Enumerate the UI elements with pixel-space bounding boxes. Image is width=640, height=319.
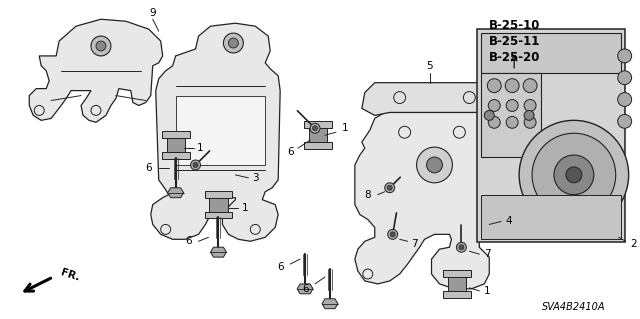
Text: 9: 9 xyxy=(149,8,156,18)
Text: B-25-20: B-25-20 xyxy=(489,51,541,64)
Text: 3: 3 xyxy=(252,173,259,183)
Circle shape xyxy=(618,93,632,107)
Circle shape xyxy=(223,33,243,53)
Circle shape xyxy=(426,157,442,173)
Bar xyxy=(166,138,185,152)
Circle shape xyxy=(191,160,200,170)
Circle shape xyxy=(96,41,106,51)
Circle shape xyxy=(417,147,452,183)
Bar xyxy=(477,29,625,242)
Bar xyxy=(444,291,471,298)
Circle shape xyxy=(566,167,582,183)
Text: 4: 4 xyxy=(506,217,513,226)
Text: 8: 8 xyxy=(364,190,371,200)
Circle shape xyxy=(505,79,519,93)
Circle shape xyxy=(390,232,395,237)
Polygon shape xyxy=(362,83,509,115)
Text: 1: 1 xyxy=(484,286,491,296)
Bar xyxy=(205,211,232,219)
Polygon shape xyxy=(29,19,163,122)
Bar xyxy=(205,191,232,198)
Circle shape xyxy=(519,120,628,229)
Circle shape xyxy=(618,115,632,128)
Polygon shape xyxy=(168,188,184,198)
Text: 6: 6 xyxy=(301,284,308,294)
Text: 7: 7 xyxy=(484,249,491,259)
Bar xyxy=(481,195,621,239)
Circle shape xyxy=(532,133,616,217)
Circle shape xyxy=(388,229,397,239)
Circle shape xyxy=(488,116,500,128)
Polygon shape xyxy=(151,23,280,241)
Text: 6: 6 xyxy=(145,163,152,173)
Polygon shape xyxy=(297,284,313,294)
Circle shape xyxy=(506,116,518,128)
Text: 2: 2 xyxy=(630,239,637,249)
Text: 1: 1 xyxy=(342,123,348,133)
Polygon shape xyxy=(211,247,227,257)
Text: 5: 5 xyxy=(426,61,433,71)
Circle shape xyxy=(506,100,518,111)
Circle shape xyxy=(523,79,537,93)
Circle shape xyxy=(487,79,501,93)
Text: B-25-10: B-25-10 xyxy=(489,19,541,32)
Text: 7: 7 xyxy=(412,239,418,249)
Text: SVA4B2410A: SVA4B2410A xyxy=(542,302,605,312)
Text: 6: 6 xyxy=(185,236,192,246)
Circle shape xyxy=(484,110,494,120)
Bar xyxy=(209,198,227,211)
Circle shape xyxy=(228,38,238,48)
Circle shape xyxy=(554,155,594,195)
Circle shape xyxy=(618,71,632,85)
Text: B-25-11: B-25-11 xyxy=(489,35,541,48)
Text: FR.: FR. xyxy=(59,267,81,283)
Bar xyxy=(304,121,332,128)
Circle shape xyxy=(488,100,500,111)
Bar xyxy=(444,270,471,277)
Bar xyxy=(481,33,621,73)
Bar xyxy=(304,142,332,149)
Circle shape xyxy=(524,116,536,128)
Bar xyxy=(309,128,327,142)
Circle shape xyxy=(524,100,536,111)
Circle shape xyxy=(310,123,320,133)
Circle shape xyxy=(456,242,467,252)
Circle shape xyxy=(387,185,392,190)
Circle shape xyxy=(618,49,632,63)
Bar xyxy=(162,152,189,159)
Circle shape xyxy=(91,36,111,56)
Circle shape xyxy=(193,162,198,167)
Circle shape xyxy=(459,245,464,250)
Text: 6: 6 xyxy=(277,262,284,272)
Polygon shape xyxy=(355,112,497,289)
Circle shape xyxy=(524,110,534,120)
Text: 1: 1 xyxy=(242,203,248,212)
Polygon shape xyxy=(322,299,338,309)
Polygon shape xyxy=(175,96,265,165)
Bar xyxy=(481,73,541,157)
Circle shape xyxy=(385,183,395,193)
Bar xyxy=(162,131,189,138)
Text: 1: 1 xyxy=(197,143,204,153)
Bar xyxy=(449,277,467,291)
Text: 6: 6 xyxy=(287,147,294,157)
Circle shape xyxy=(312,126,317,131)
